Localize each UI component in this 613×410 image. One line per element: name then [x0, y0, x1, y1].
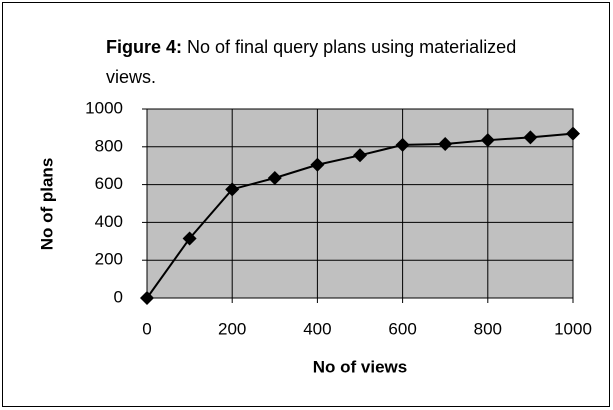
data-point — [140, 291, 154, 305]
data-point — [395, 137, 410, 152]
y-tick-label: 200 — [95, 250, 123, 269]
title-label: Figure 4: — [106, 37, 183, 57]
data-point — [182, 231, 197, 246]
y-axis-label: No of plans — [37, 158, 56, 251]
data-point — [438, 136, 453, 151]
x-axis-label: No of views — [313, 357, 407, 376]
plot-area — [146, 108, 574, 299]
data-point — [225, 182, 240, 197]
y-tick-label: 800 — [95, 136, 123, 155]
x-tick-label: 400 — [303, 319, 331, 338]
data-point — [310, 157, 325, 172]
y-tick-label: 0 — [114, 287, 123, 306]
y-tick-label: 1000 — [85, 98, 123, 117]
x-tick-label: 0 — [142, 319, 151, 338]
x-tick-label: 600 — [388, 319, 416, 338]
data-point — [353, 148, 367, 163]
x-tick-label: 1000 — [554, 319, 592, 338]
y-tick-label: 600 — [95, 174, 123, 193]
data-point — [566, 126, 580, 141]
data-point — [480, 133, 495, 148]
x-tick-label: 800 — [474, 319, 502, 338]
x-tick-label: 200 — [218, 319, 246, 338]
data-point — [267, 170, 282, 185]
data-point — [523, 130, 538, 145]
title-text: No of final query plans using materializ… — [106, 37, 517, 87]
y-tick-label: 400 — [95, 212, 123, 231]
chart-title: Figure 4: No of final query plans using … — [106, 32, 526, 92]
